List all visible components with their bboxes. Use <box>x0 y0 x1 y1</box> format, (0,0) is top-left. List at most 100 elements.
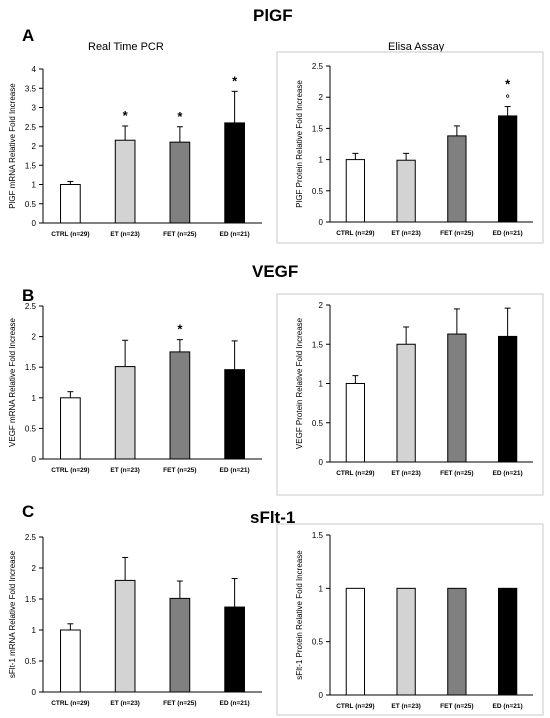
y-tick-label: 2.5 <box>25 123 37 132</box>
x-category-label: CTRL (n=29) <box>51 231 89 238</box>
y-tick-label: 2 <box>32 333 37 342</box>
y-tick-label: 1.5 <box>25 161 37 170</box>
bar-et <box>114 579 136 693</box>
chart-frame <box>276 51 544 244</box>
y-tick-label: 1.5 <box>312 340 324 349</box>
y-axis-label: PlGF Protein Relative Fold Increase <box>295 80 304 208</box>
significance-asterisk: * <box>177 109 183 124</box>
x-category-label: FET (n=25) <box>163 700 196 707</box>
y-tick-label: 0.5 <box>25 657 37 666</box>
bar-et <box>114 366 136 460</box>
y-tick-label: 1 <box>319 584 324 593</box>
y-tick-label: 2.5 <box>25 302 37 311</box>
x-category-label: ET (n=23) <box>110 467 139 474</box>
section-title-vegf: VEGF <box>252 262 299 281</box>
y-tick-label: 2.5 <box>25 533 37 542</box>
x-category-label: CTRL (n=29) <box>336 230 374 237</box>
y-axis-label: sFlt-1 mRNA Relative Fold Increase <box>8 550 17 678</box>
bar-fet <box>447 587 467 696</box>
bar-fet <box>447 333 467 463</box>
chart-frame <box>276 523 544 716</box>
bar-ed <box>497 335 518 463</box>
y-axis-label: PlGF mRNA Relative Fold Increase <box>8 83 17 209</box>
y-tick-label: 0 <box>319 691 324 700</box>
x-category-label: ED (n=21) <box>220 467 250 474</box>
y-tick-label: 0.5 <box>312 419 324 428</box>
x-category-label: ET (n=23) <box>110 700 139 707</box>
section-title-plgf: PlGF <box>253 6 293 25</box>
x-category-label: ET (n=23) <box>110 231 139 238</box>
subtitle-real-time-pcr: Real Time PCR <box>88 41 164 53</box>
y-tick-label: 1 <box>32 394 37 403</box>
y-axis-label: VEGF mRNA Relative Fold Increase <box>8 317 17 446</box>
bar-ctrl <box>60 184 81 224</box>
x-category-label: ED (n=21) <box>220 700 250 707</box>
bar-ed <box>497 115 518 223</box>
bar-ctrl <box>60 629 81 693</box>
subtitle-elisa-assay: Elisa Assay <box>388 41 445 53</box>
x-category-label: CTRL (n=29) <box>51 467 89 474</box>
x-category-label: ED (n=21) <box>493 230 523 237</box>
y-tick-label: 0 <box>32 219 37 228</box>
x-category-label: CTRL (n=29) <box>336 703 374 710</box>
x-category-label: FET (n=25) <box>440 230 473 237</box>
y-tick-label: 0 <box>319 458 324 467</box>
y-axis-label: VEGF Protein Relative Fold Increase <box>295 317 304 449</box>
bar-fet <box>169 597 191 693</box>
significance-circle: ° <box>506 94 510 105</box>
y-tick-label: 3 <box>32 104 37 113</box>
bar-fet <box>447 135 467 223</box>
y-tick-label: 1.5 <box>312 124 324 133</box>
chart-sflt-elisa: 0 0.5 1 1.5 sFlt-1 Protein Relative Fold Inc… <box>276 523 544 716</box>
y-tick-label: 1 <box>32 626 37 635</box>
bar-et <box>114 139 136 224</box>
bar-ed <box>497 587 518 696</box>
bar-et <box>396 343 416 463</box>
x-category-label: ET (n=23) <box>391 703 420 710</box>
bar-fet <box>169 141 191 224</box>
significance-asterisk: * <box>177 322 183 337</box>
significance-asterisk: * <box>232 73 238 88</box>
x-category-label: FET (n=25) <box>440 703 473 710</box>
x-category-label: ED (n=21) <box>493 703 523 710</box>
bar-ed <box>224 369 245 460</box>
x-category-label: ED (n=21) <box>220 231 250 238</box>
y-tick-label: 1.5 <box>25 363 37 372</box>
y-tick-label: 2.5 <box>312 62 324 71</box>
x-category-label: FET (n=25) <box>163 467 196 474</box>
x-category-label: CTRL (n=29) <box>51 700 89 707</box>
y-tick-label: 1 <box>319 380 324 389</box>
y-tick-label: 1.5 <box>312 531 324 540</box>
x-category-label: FET (n=25) <box>440 470 473 477</box>
chart-vegf-elisa: 0 0.5 1 1.5 2 VEGF Protein Relative Fold Incr… <box>276 293 544 496</box>
y-tick-label: 1 <box>319 156 324 165</box>
chart-frame <box>276 293 544 496</box>
significance-asterisk: * <box>123 108 129 123</box>
y-tick-label: 0.5 <box>25 424 37 433</box>
panel-letter-b: B <box>22 286 35 305</box>
y-tick-label: 0 <box>32 455 37 464</box>
y-tick-label: 2 <box>319 301 324 310</box>
bar-ctrl <box>345 587 366 696</box>
x-category-label: ED (n=21) <box>493 470 523 477</box>
section-title-sflt1: sFlt-1 <box>250 508 296 527</box>
y-tick-label: 2 <box>32 142 37 151</box>
bar-ctrl <box>345 159 366 223</box>
bar-ed <box>224 606 245 693</box>
y-tick-label: 3.5 <box>25 84 37 93</box>
bar-ed <box>224 122 245 224</box>
y-tick-label: 0 <box>32 688 37 697</box>
y-tick-label: 2 <box>319 93 324 102</box>
panel-letter-c: C <box>22 502 35 521</box>
y-tick-label: 0 <box>319 218 324 227</box>
y-tick-label: 2 <box>32 564 37 573</box>
x-category-label: ET (n=23) <box>391 470 420 477</box>
y-tick-label: 0.5 <box>25 200 37 209</box>
chart-sflt-pcr: 0 0.5 1 1.5 2 2.5 sFlt-1 mRNA Relative Fold In… <box>8 533 262 707</box>
bar-ctrl <box>345 383 366 463</box>
y-tick-label: 4 <box>32 65 37 74</box>
chart-plgf-pcr: 0 0.5 1 1.5 2 2.5 3 3.5 4 PlGF mRNA Relative Fold… <box>8 65 262 238</box>
chart-vegf-pcr: 0 0.5 1 1.5 2 2.5 VEGF mRNA Relative Fold Incr… <box>8 302 262 474</box>
y-axis-label: sFlt-1 Protein Relative Fold Increase <box>295 550 304 680</box>
bar-et <box>396 159 416 223</box>
